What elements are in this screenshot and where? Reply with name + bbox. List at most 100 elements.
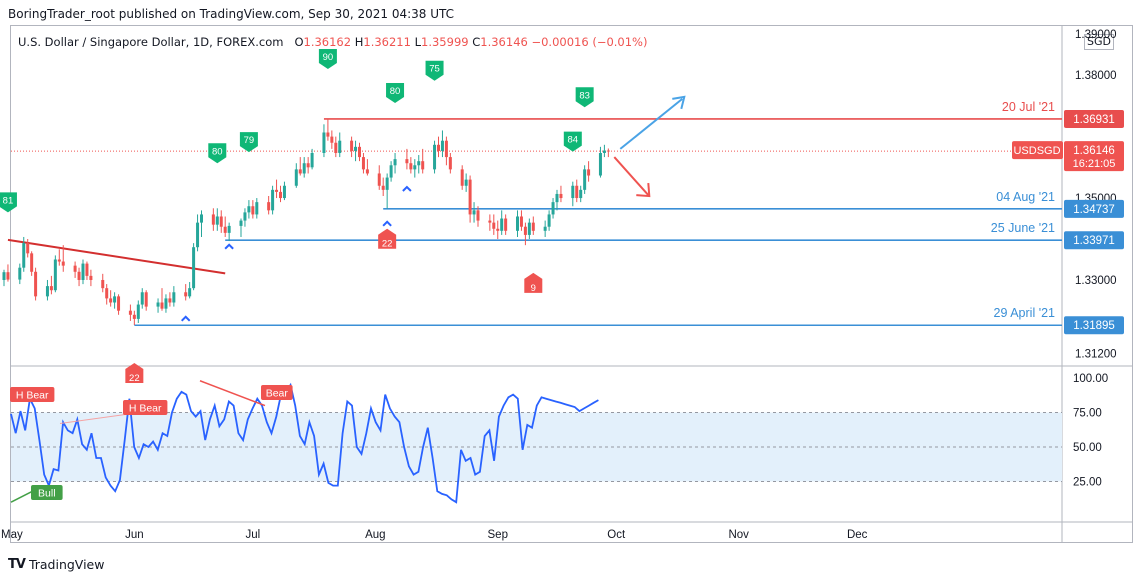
candle[interactable] [543, 220, 547, 237]
candle[interactable] [460, 165, 464, 190]
price-axis[interactable]: 1.312001.320001.330001.340001.350001.360… [1075, 29, 1117, 361]
candle[interactable] [598, 146, 602, 178]
candle[interactable] [464, 173, 468, 192]
candle[interactable] [30, 251, 34, 276]
candle[interactable] [361, 152, 365, 174]
candle[interactable] [496, 220, 500, 240]
candle[interactable] [73, 261, 77, 278]
candle[interactable] [326, 118, 330, 141]
candle[interactable] [239, 218, 243, 237]
candle[interactable] [255, 198, 259, 219]
candle[interactable] [26, 239, 30, 258]
candles[interactable] [2, 118, 610, 326]
candle[interactable] [223, 216, 227, 237]
candle[interactable] [271, 185, 275, 215]
time-axis[interactable]: May Jun Jul Aug Sep Oct Nov Dec [1, 529, 868, 541]
candle[interactable] [192, 243, 196, 291]
candle[interactable] [251, 200, 255, 219]
candle[interactable] [516, 210, 519, 237]
candle[interactable] [302, 157, 306, 178]
candle[interactable] [500, 210, 504, 235]
candle[interactable] [571, 181, 575, 207]
candle[interactable] [128, 304, 132, 321]
candle[interactable] [365, 159, 369, 176]
candle[interactable] [136, 300, 140, 323]
candle[interactable] [393, 152, 397, 174]
candle[interactable] [275, 179, 279, 199]
candle[interactable] [338, 132, 342, 158]
candle[interactable] [476, 206, 480, 227]
candle[interactable] [504, 214, 508, 235]
candle[interactable] [172, 286, 176, 307]
high-tag[interactable]: 90 [318, 48, 337, 69]
divergence-label-bear[interactable]: H Bear [123, 400, 168, 415]
high-tag[interactable]: 81 [0, 192, 17, 213]
candle[interactable] [219, 210, 223, 233]
candle[interactable] [354, 140, 358, 162]
candle[interactable] [555, 189, 559, 211]
candle[interactable] [109, 290, 113, 307]
candle[interactable] [444, 136, 448, 166]
candle[interactable] [440, 130, 444, 158]
candle[interactable] [587, 161, 591, 182]
candle[interactable] [156, 298, 160, 313]
candle[interactable] [417, 155, 421, 174]
candle[interactable] [488, 214, 492, 231]
candle[interactable] [409, 157, 413, 174]
candle[interactable] [160, 288, 164, 311]
candle[interactable] [294, 163, 298, 188]
high-tag[interactable]: 79 [239, 132, 258, 153]
level-04-aug-21[interactable]: 04 Aug '21 1.34737 [383, 190, 1124, 218]
candle[interactable] [53, 255, 57, 293]
high-tag[interactable]: 75 [425, 60, 444, 81]
candle[interactable] [523, 222, 527, 246]
candle[interactable] [200, 210, 203, 237]
candle[interactable] [101, 273, 105, 293]
candle[interactable] [377, 165, 381, 190]
currency-badge[interactable]: SGD [1084, 34, 1114, 50]
candle[interactable] [113, 292, 117, 309]
candle[interactable] [188, 282, 192, 299]
candle[interactable] [61, 245, 65, 272]
candle[interactable] [243, 208, 247, 227]
candle[interactable] [334, 136, 338, 158]
divergence-label-bear[interactable]: H Bear [10, 387, 55, 402]
candle[interactable] [49, 275, 53, 295]
candle[interactable] [583, 165, 587, 194]
candle[interactable] [322, 124, 326, 158]
candle[interactable] [421, 148, 425, 174]
candle[interactable] [472, 202, 476, 223]
candle[interactable] [389, 161, 393, 182]
candle[interactable] [413, 159, 417, 178]
chart-frame[interactable] [10, 25, 1133, 543]
level-25-june-21[interactable]: 25 June '21 1.33971 [225, 221, 1124, 250]
candle[interactable] [551, 198, 555, 219]
candle[interactable] [330, 130, 334, 149]
candle[interactable] [298, 157, 302, 176]
candle[interactable] [247, 200, 251, 219]
candle[interactable] [448, 152, 452, 174]
high-tag[interactable]: 80 [386, 82, 405, 103]
candle[interactable] [531, 216, 535, 235]
candle[interactable] [602, 144, 606, 158]
level-20-jul-21[interactable]: 20 Jul '21 1.36931 [323, 100, 1124, 128]
candle[interactable] [405, 148, 409, 170]
candle[interactable] [215, 208, 219, 231]
level-29-april-21[interactable]: 29 April '21 1.31895 [134, 306, 1124, 335]
bearish-projection-arrow[interactable] [613, 156, 650, 196]
divergence-label-bull[interactable]: Bull [31, 485, 63, 500]
divergence-label-bear[interactable]: Bear [261, 385, 293, 400]
low-tag[interactable]: 22 [378, 228, 397, 250]
candle[interactable] [492, 214, 496, 235]
candle[interactable] [559, 185, 563, 203]
candle[interactable] [606, 148, 610, 158]
candle[interactable] [164, 294, 168, 313]
candle[interactable] [310, 148, 314, 170]
candle[interactable] [385, 173, 389, 209]
candle[interactable] [519, 210, 523, 231]
bearish-trendline[interactable] [7, 238, 226, 275]
candle[interactable] [211, 208, 215, 231]
footer-brand[interactable]: TV TradingView [8, 557, 104, 572]
high-tag[interactable]: 83 [575, 87, 594, 108]
